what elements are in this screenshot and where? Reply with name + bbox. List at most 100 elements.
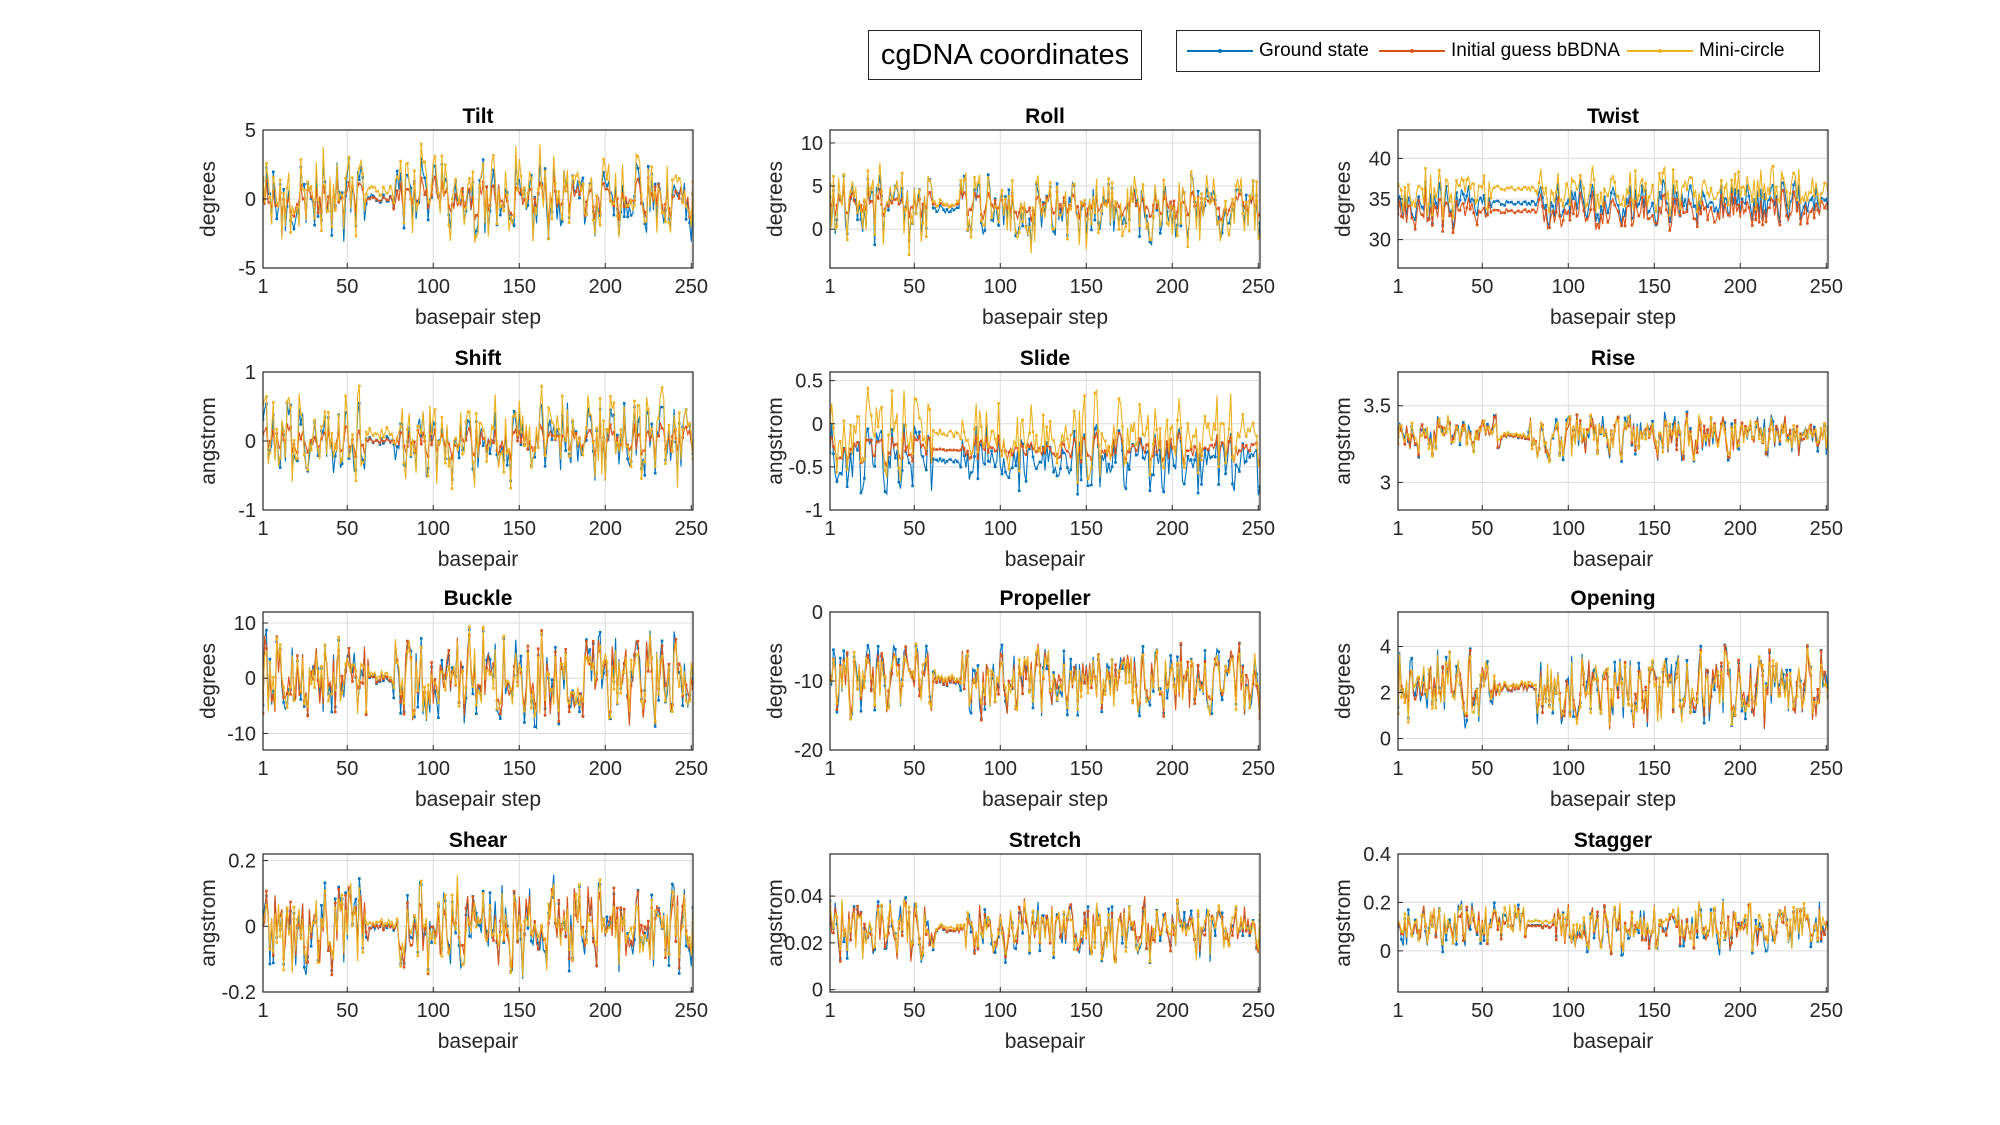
data-point xyxy=(588,648,592,651)
data-point xyxy=(1437,168,1441,172)
data-point xyxy=(980,932,983,935)
data-point xyxy=(399,700,402,704)
data-point xyxy=(1685,659,1689,662)
data-point xyxy=(966,452,969,456)
x-tick-label: 100 xyxy=(984,1000,1017,1022)
data-point xyxy=(492,662,495,666)
data-point xyxy=(1069,657,1073,661)
data-point xyxy=(395,917,399,921)
data-point xyxy=(337,898,340,902)
data-point xyxy=(488,442,492,446)
data-point xyxy=(1541,702,1544,705)
data-point xyxy=(1764,215,1768,218)
data-point xyxy=(1634,930,1637,933)
figure-title: cgDNA coordinates xyxy=(880,38,1130,71)
data-point xyxy=(674,428,678,431)
data-point xyxy=(609,199,612,203)
data-point xyxy=(1062,451,1066,455)
data-point xyxy=(894,443,897,446)
data-point xyxy=(1781,673,1785,676)
data-point xyxy=(364,930,368,934)
data-point xyxy=(588,189,592,193)
data-point xyxy=(468,427,471,430)
data-point xyxy=(1024,453,1028,456)
data-point xyxy=(395,661,399,664)
data-point xyxy=(1213,660,1217,664)
data-point xyxy=(1523,208,1527,212)
data-point xyxy=(959,189,963,192)
data-point xyxy=(1809,423,1813,427)
data-point xyxy=(1816,444,1819,447)
data-point xyxy=(866,661,870,664)
x-tick-label: 250 xyxy=(1242,276,1275,298)
data-point xyxy=(1757,655,1761,658)
data-point xyxy=(1671,432,1675,435)
data-point xyxy=(1076,943,1079,947)
data-point xyxy=(1213,443,1217,446)
data-point xyxy=(1775,424,1778,428)
data-point xyxy=(863,477,866,480)
data-point xyxy=(309,944,313,948)
data-point xyxy=(1568,211,1572,215)
data-point xyxy=(904,208,907,211)
data-point xyxy=(880,438,883,442)
data-point xyxy=(1048,938,1052,942)
data-point xyxy=(1048,181,1052,184)
data-point xyxy=(474,214,478,217)
data-point xyxy=(1017,489,1021,493)
data-point xyxy=(1248,697,1251,701)
data-point xyxy=(1455,938,1458,941)
data-point xyxy=(1706,433,1709,437)
data-point xyxy=(1568,218,1572,222)
data-point xyxy=(1523,435,1527,438)
data-point xyxy=(444,688,447,692)
data-point xyxy=(1045,194,1049,198)
data-point xyxy=(1506,186,1510,190)
data-point xyxy=(378,443,382,446)
x-tick-label: 150 xyxy=(1070,518,1103,540)
x-tick-label: 150 xyxy=(1638,276,1671,298)
data-point xyxy=(263,924,265,927)
data-point xyxy=(1465,178,1469,181)
data-point xyxy=(502,939,506,943)
x-axis-label: basepair xyxy=(1005,548,1086,571)
data-point xyxy=(1620,460,1623,463)
data-point xyxy=(1582,428,1586,431)
data-point xyxy=(839,456,842,460)
data-point xyxy=(1816,938,1819,942)
y-axis-label: angstrom xyxy=(1332,879,1355,967)
data-point xyxy=(1754,684,1758,687)
data-point xyxy=(1778,910,1782,914)
data-point xyxy=(1771,929,1775,933)
data-point xyxy=(612,202,616,206)
data-point xyxy=(952,927,956,931)
data-point xyxy=(416,202,420,206)
data-point xyxy=(955,924,959,927)
data-point xyxy=(392,686,396,689)
data-point xyxy=(1513,211,1517,215)
data-point xyxy=(419,879,423,883)
data-point xyxy=(1489,196,1493,200)
data-point xyxy=(564,928,568,932)
y-tick-label: 0 xyxy=(812,219,823,241)
data-point xyxy=(873,454,877,458)
data-point xyxy=(409,649,413,653)
data-point xyxy=(1517,687,1520,691)
data-point xyxy=(674,174,678,178)
data-point xyxy=(1589,711,1592,715)
data-point xyxy=(1816,208,1819,212)
data-point xyxy=(313,672,316,676)
data-point xyxy=(1493,683,1496,686)
data-point xyxy=(1152,685,1155,689)
data-point xyxy=(622,662,626,666)
data-point xyxy=(1809,939,1813,942)
data-point xyxy=(1107,671,1110,674)
data-point xyxy=(574,189,578,193)
data-point xyxy=(478,921,482,925)
data-point xyxy=(925,452,928,456)
data-point xyxy=(382,436,385,439)
data-point xyxy=(299,183,303,187)
data-point xyxy=(382,928,385,932)
data-point xyxy=(1183,192,1186,195)
data-point xyxy=(1244,674,1248,677)
